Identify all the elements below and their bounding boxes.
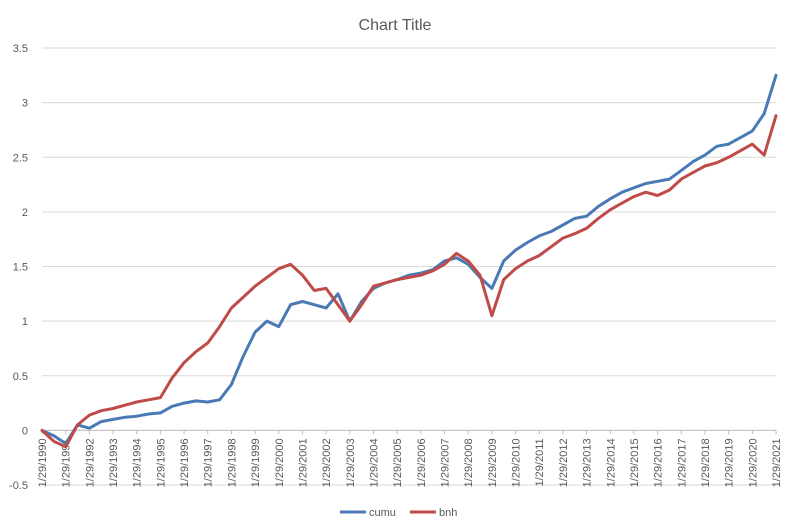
x-tick-label: 1/29/2007 bbox=[440, 438, 452, 487]
x-tick-label: 1/29/2005 bbox=[392, 438, 404, 487]
x-tick-label: 1/29/2018 bbox=[700, 438, 712, 487]
x-tick-label: 1/29/2003 bbox=[345, 438, 357, 487]
x-tick-label: 1/29/2002 bbox=[321, 438, 333, 487]
x-tick-label: 1/29/1995 bbox=[155, 438, 167, 487]
x-tick-label: 1/29/2017 bbox=[676, 438, 688, 487]
x-tick-label: 1/29/2000 bbox=[274, 438, 286, 487]
x-tick-label: 1/29/2012 bbox=[558, 438, 570, 487]
x-tick-label: 1/29/1999 bbox=[250, 438, 262, 487]
y-tick-label: 0 bbox=[22, 425, 28, 437]
series-line-bnh bbox=[40, 114, 778, 449]
x-tick-label: 1/29/1996 bbox=[179, 438, 191, 487]
x-tick-label: 1/29/2009 bbox=[487, 438, 499, 487]
y-tick-label: 1.5 bbox=[13, 262, 28, 274]
x-tick-label: 1/29/2001 bbox=[297, 438, 309, 487]
y-tick-label: -0.5 bbox=[9, 480, 28, 492]
y-tick-label: 2.5 bbox=[13, 152, 28, 164]
legend-label-bnh: bnh bbox=[439, 507, 457, 519]
x-tick-label: 1/29/1990 bbox=[37, 438, 49, 487]
x-tick-label: 1/29/2020 bbox=[747, 438, 759, 487]
x-tick-label: 1/29/2013 bbox=[582, 438, 594, 487]
y-axis-ticks: -0.5 0 0.5 1 1.5 2 2.5 3 3.5 bbox=[9, 43, 28, 492]
x-tick-label: 1/29/2010 bbox=[511, 438, 523, 487]
x-tick-label: 1/29/1998 bbox=[226, 438, 238, 487]
x-tick-label: 1/29/1992 bbox=[84, 438, 96, 487]
x-tick-label: 1/29/2011 bbox=[534, 438, 546, 486]
legend-label-cumu: cumu bbox=[369, 507, 396, 519]
x-tick-label: 1/29/2015 bbox=[629, 438, 641, 487]
x-tick-label: 1/29/2008 bbox=[463, 438, 475, 487]
x-tick-label: 1/29/1991 bbox=[61, 438, 73, 487]
x-tick-label: 1/29/2006 bbox=[416, 438, 428, 487]
x-tick-label: 1/29/2004 bbox=[368, 438, 380, 487]
y-tick-label: 0.5 bbox=[13, 371, 28, 383]
x-tick-label: 1/29/1994 bbox=[132, 438, 144, 487]
x-tick-label: 1/29/1997 bbox=[203, 438, 215, 487]
legend: cumu bnh bbox=[340, 507, 457, 519]
x-tick-label: 1/29/2016 bbox=[653, 438, 665, 487]
chart-title: Chart Title bbox=[359, 17, 432, 34]
y-tick-label: 2 bbox=[22, 207, 28, 219]
x-tick-label: 1/29/1993 bbox=[108, 438, 120, 487]
series-line-cumu bbox=[40, 73, 778, 445]
y-tick-label: 3 bbox=[22, 98, 28, 110]
series-lines bbox=[40, 73, 778, 449]
x-tick-label: 1/29/2021 bbox=[771, 438, 783, 487]
x-tick-label: 1/29/2019 bbox=[724, 438, 736, 487]
y-tick-label: 1 bbox=[22, 316, 28, 328]
x-tick-label: 1/29/2014 bbox=[605, 438, 617, 487]
y-tick-label: 3.5 bbox=[13, 43, 28, 55]
x-axis-ticks: 1/29/1990 1/29/1991 1/29/1992 1/29/1993 1/29… bbox=[37, 429, 783, 487]
